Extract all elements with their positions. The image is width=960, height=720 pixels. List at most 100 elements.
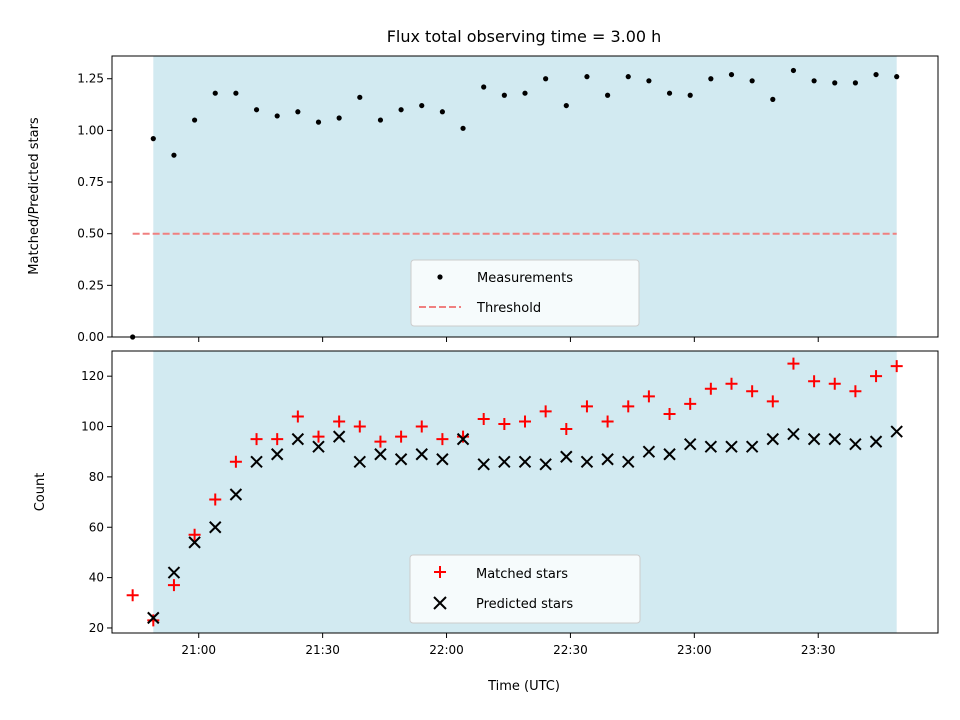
measurement-point [377,117,384,123]
measurement-point [543,76,549,82]
counts-series-layer [126,357,903,627]
ratio-panel: 0.00 0.25 0.50 0.75 1.00 1.25 Matched/Predict… [27,55,939,344]
predicted-star-point [229,488,243,501]
counts-y-axis-label: Count [33,473,48,512]
matched-star-point [601,415,614,428]
measurement-point [625,74,631,80]
counts-y-tick-label: 100 [81,420,104,434]
ratio-y-tick-label: 1.00 [77,123,104,137]
measurement-point [253,107,260,113]
measurement-point [233,90,239,96]
matched-star-point [560,423,573,436]
measurement-point [708,76,714,82]
predicted-star-point [147,611,160,625]
ratio-y-tick-label: 0.50 [77,227,104,241]
measurement-point [522,90,528,96]
matched-star-point [395,430,408,443]
predicted-star-point [312,440,325,453]
ratio-y-axis-label: Matched/Predicted stars [27,117,42,275]
matched-star-point [580,400,593,413]
matched-star-point [188,528,201,541]
measurement-point [274,113,280,119]
predicted-legend-marker [433,596,447,610]
predicted-star-point [683,437,697,451]
predicted-star-point [394,453,408,466]
matched-star-point [808,375,821,388]
measurement-point [728,71,735,78]
matched-star-point [229,455,242,468]
matched-star-point [746,385,759,398]
measurement-point [646,78,652,84]
matched-star-point [849,385,862,398]
matched-star-point [539,405,552,418]
measurement-point [171,152,177,158]
matched-star-point [725,377,738,390]
ratio-legend: Measurements Threshold [410,259,640,327]
measurement-point [295,109,301,115]
measurement-point [873,71,879,78]
matched-star-point [457,430,470,443]
measurement-point [852,80,859,86]
x-tick-label: 21:00 [181,643,216,657]
chart-title: Flux total observing time = 3.00 h [387,27,662,46]
matched-star-point [436,433,449,446]
matched-star-point [147,614,160,627]
predicted-star-point [663,448,676,461]
matched-star-point [353,420,366,433]
matched-star-point [684,397,697,410]
predicted-star-point [869,435,883,448]
measurement-point [584,74,590,80]
measurement-point [419,102,425,109]
measurement-point [501,92,507,98]
measurement-point [894,74,900,80]
predicted-star-point [849,437,862,451]
predicted-star-point [477,458,490,471]
predicted-star-point [807,432,821,446]
matched-star-point [890,360,903,373]
measurement-point [336,115,342,121]
measurement-point [481,84,487,90]
threshold-legend-label: Threshold [476,301,541,316]
matched-star-point [291,410,304,423]
matched-star-point [498,418,511,431]
predicted-star-point [580,455,594,468]
ratio-y-tick-label: 0.25 [77,278,104,292]
predicted-star-point [787,427,800,441]
predicted-star-point [209,521,222,534]
predicted-star-point [828,432,841,446]
counts-panel-frame [111,350,939,634]
matched-star-point [374,435,387,448]
predicted-star-point [167,566,181,579]
measurements-legend-label: Measurements [477,271,573,286]
matched-star-point [415,420,428,433]
ratio-y-tick-label: 0.00 [77,330,104,344]
predicted-star-point [456,432,470,446]
predicted-star-point [415,448,428,461]
measurement-point [398,107,404,113]
measurement-point [749,78,755,84]
predicted-star-point [601,453,614,466]
measurement-point [666,90,673,96]
predicted-star-point [353,455,367,468]
measurement-point [687,92,693,98]
matched-star-point [519,415,531,428]
x-tick-label: 22:00 [429,643,464,657]
predicted-star-point [560,450,573,463]
matched-star-point [126,589,139,602]
x-tick-label: 23:00 [677,643,712,657]
counts-y-tick-label: 120 [81,369,104,383]
ratio-panel-frame [111,55,939,338]
predicted-star-point [725,440,738,453]
measurement-point [357,94,363,100]
predicted-star-point [436,453,449,466]
measurement-point [832,80,838,86]
counts-panel: 20 40 60 80 100 120 21:00 21:30 22:00 22:30 23:00 2… [33,350,939,694]
predicted-star-point [188,536,201,549]
predicted-star-point [745,440,759,453]
predicted-star-point [291,432,305,446]
matched-star-point [271,433,284,446]
measurement-point [460,125,466,131]
ratio-axis-ticks: 0.00 0.25 0.50 0.75 1.00 1.25 [77,72,819,344]
counts-y-tick-label: 60 [89,520,104,534]
